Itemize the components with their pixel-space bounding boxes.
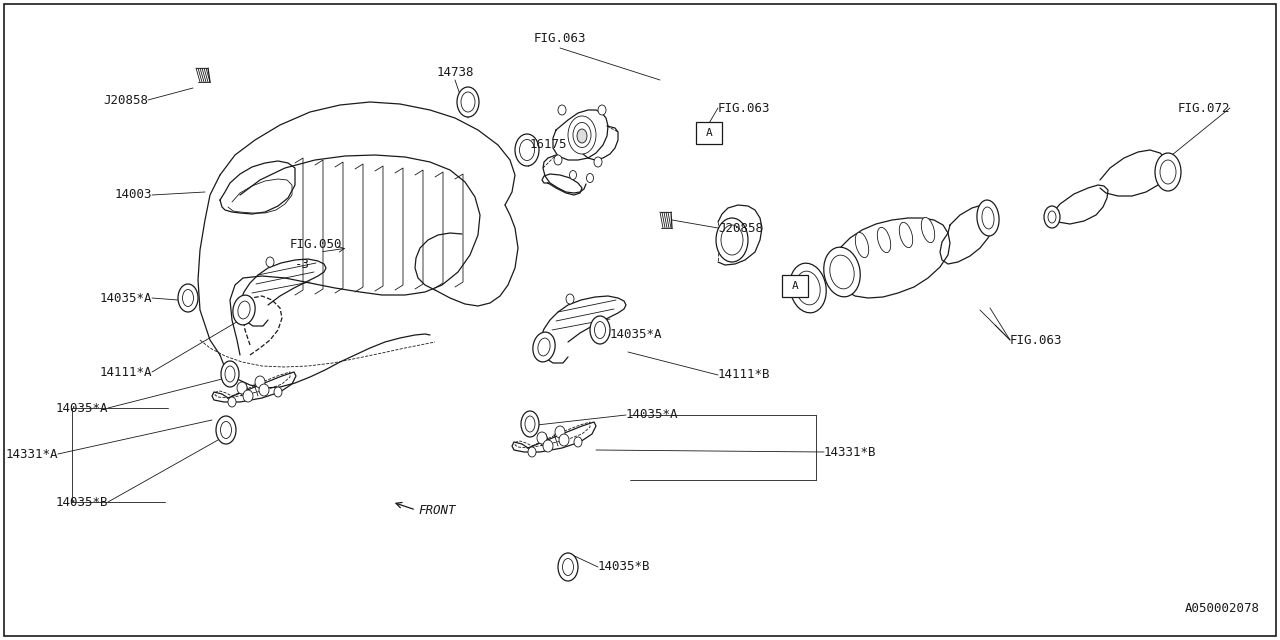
Text: 14111*A: 14111*A [100, 365, 152, 378]
Ellipse shape [570, 170, 576, 179]
Ellipse shape [900, 222, 913, 248]
Text: FIG.050: FIG.050 [291, 239, 343, 252]
Ellipse shape [556, 426, 564, 438]
Text: FIG.063: FIG.063 [1010, 333, 1062, 346]
Ellipse shape [1048, 211, 1056, 223]
Ellipse shape [590, 316, 611, 344]
Ellipse shape [220, 422, 232, 438]
Ellipse shape [538, 338, 550, 356]
Ellipse shape [1160, 160, 1176, 184]
Ellipse shape [183, 289, 193, 307]
Ellipse shape [721, 225, 742, 255]
Ellipse shape [259, 384, 269, 396]
Ellipse shape [515, 134, 539, 166]
Text: FIG.072: FIG.072 [1178, 102, 1230, 115]
Ellipse shape [543, 440, 553, 452]
Text: 14035*A: 14035*A [55, 401, 108, 415]
Ellipse shape [558, 105, 566, 115]
Ellipse shape [796, 271, 820, 305]
Ellipse shape [554, 155, 562, 165]
Bar [696, 122, 722, 144]
Ellipse shape [559, 434, 570, 446]
Ellipse shape [238, 301, 250, 319]
Text: 14331*A: 14331*A [5, 447, 58, 461]
Ellipse shape [178, 284, 198, 312]
Text: FIG.063: FIG.063 [718, 102, 771, 115]
Ellipse shape [824, 247, 860, 297]
Text: 14035*B: 14035*B [598, 561, 650, 573]
Ellipse shape [237, 382, 247, 394]
Ellipse shape [566, 294, 573, 304]
Ellipse shape [573, 122, 591, 147]
Ellipse shape [221, 361, 239, 387]
Ellipse shape [525, 416, 535, 432]
Text: 14331*B: 14331*B [824, 445, 877, 458]
Bar [782, 275, 808, 297]
Ellipse shape [538, 432, 547, 444]
Ellipse shape [594, 157, 602, 167]
Ellipse shape [790, 263, 827, 313]
Text: 14003: 14003 [114, 189, 152, 202]
Ellipse shape [577, 129, 588, 143]
Ellipse shape [598, 105, 605, 115]
Ellipse shape [568, 116, 596, 154]
Text: J20858: J20858 [718, 221, 763, 234]
Ellipse shape [716, 218, 748, 262]
Ellipse shape [532, 332, 556, 362]
Ellipse shape [558, 553, 579, 581]
Ellipse shape [877, 227, 891, 253]
Ellipse shape [562, 559, 573, 575]
Ellipse shape [977, 200, 1000, 236]
Ellipse shape [225, 366, 236, 382]
Ellipse shape [829, 255, 854, 289]
Ellipse shape [255, 376, 265, 388]
Text: 16175: 16175 [530, 138, 567, 152]
Text: FIG.063: FIG.063 [534, 31, 586, 45]
Ellipse shape [228, 397, 236, 407]
Ellipse shape [243, 390, 253, 402]
Ellipse shape [1155, 153, 1181, 191]
Ellipse shape [521, 411, 539, 437]
Text: 14035*A: 14035*A [611, 328, 663, 342]
Ellipse shape [520, 140, 535, 161]
Ellipse shape [266, 257, 274, 267]
Ellipse shape [461, 92, 475, 112]
Text: A: A [791, 281, 799, 291]
Text: J20858: J20858 [102, 93, 148, 106]
Text: 14111*B: 14111*B [718, 369, 771, 381]
Ellipse shape [274, 387, 282, 397]
Ellipse shape [982, 207, 995, 229]
Ellipse shape [233, 295, 255, 325]
Ellipse shape [216, 416, 236, 444]
Ellipse shape [529, 447, 536, 457]
Text: 14738: 14738 [436, 65, 474, 79]
Ellipse shape [586, 173, 594, 182]
Text: FRONT: FRONT [419, 504, 456, 516]
Ellipse shape [1044, 206, 1060, 228]
Text: 14035*B: 14035*B [55, 495, 108, 509]
Ellipse shape [594, 321, 605, 339]
Ellipse shape [855, 232, 869, 258]
Text: A050002078: A050002078 [1185, 602, 1260, 614]
Text: 14035*A: 14035*A [100, 291, 152, 305]
Ellipse shape [457, 87, 479, 117]
Text: 14035*A: 14035*A [626, 408, 678, 422]
Text: A: A [705, 128, 713, 138]
Ellipse shape [573, 437, 582, 447]
Text: -3: -3 [294, 259, 310, 271]
Ellipse shape [922, 218, 934, 243]
